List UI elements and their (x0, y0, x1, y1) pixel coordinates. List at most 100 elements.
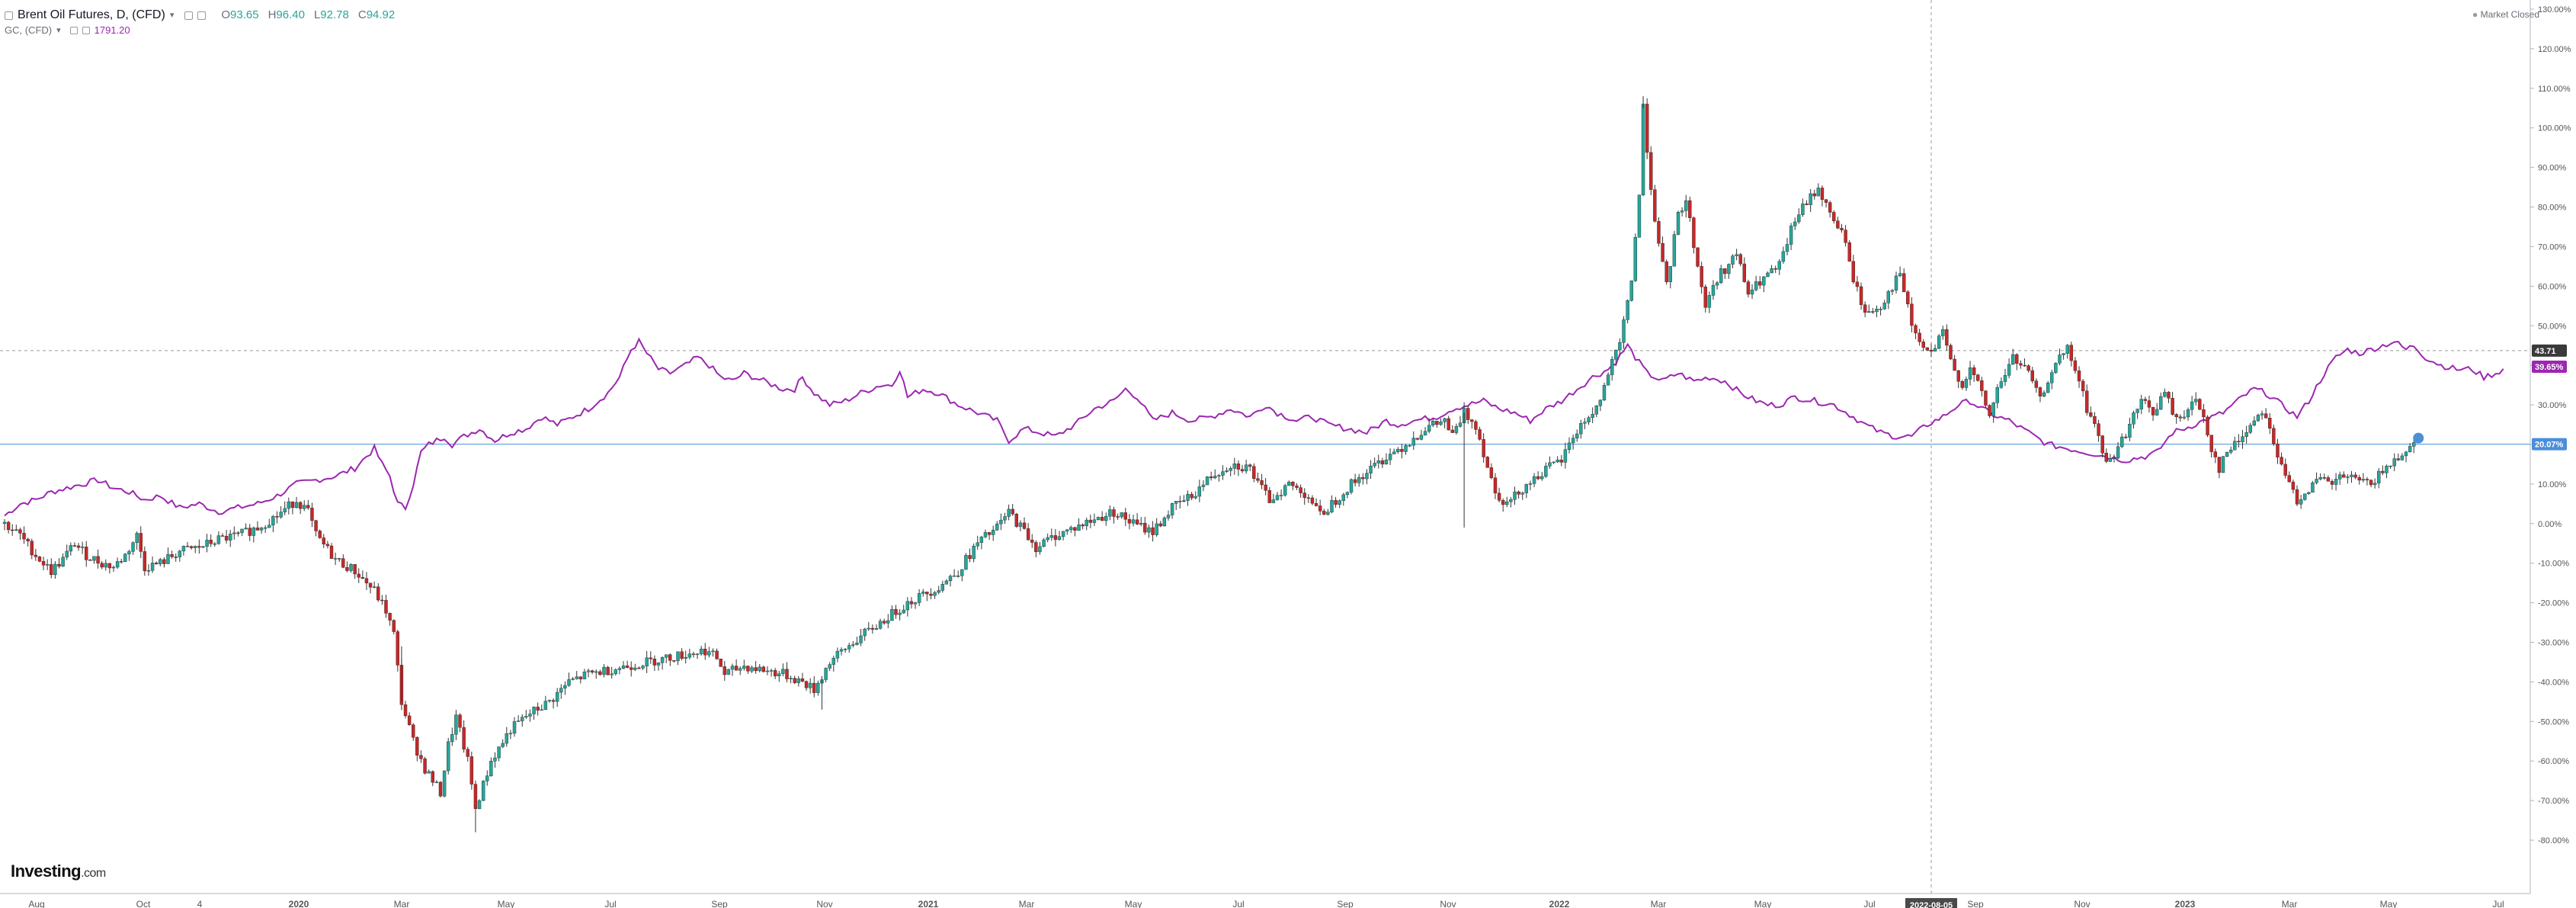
candle-down-body (1820, 188, 1825, 201)
candle-down-body (672, 660, 676, 662)
candle (652, 655, 657, 672)
investing-logo: Investing.com (11, 861, 106, 881)
remove-square-icon[interactable] (82, 27, 90, 34)
candle (1886, 290, 1890, 310)
candle-down-body (1493, 477, 1498, 494)
candle (1668, 265, 1672, 289)
candle (1053, 528, 1058, 547)
chevron-down-icon[interactable]: ▾ (56, 26, 61, 35)
compare-symbol[interactable]: GC, (CFD) (5, 24, 53, 36)
crosshair-value-tag-box (2532, 344, 2567, 357)
candle-down-body (882, 621, 886, 624)
candle (178, 550, 182, 562)
candle (2248, 422, 2252, 435)
candle-down-body (76, 545, 81, 548)
candle-up-body (1392, 451, 1396, 454)
collapse-legend-icon[interactable] (5, 11, 13, 20)
candle-up-body (1049, 535, 1053, 538)
candle (625, 660, 630, 669)
candle (2085, 384, 2089, 416)
candle (205, 534, 209, 553)
candle (127, 549, 131, 561)
candle (567, 672, 571, 687)
candle (940, 580, 944, 593)
settings-square-icon[interactable] (184, 11, 194, 20)
candle (905, 597, 910, 617)
candle (2299, 495, 2303, 509)
candle-down-body (185, 546, 190, 547)
candle-down-body (236, 532, 240, 534)
candle (1816, 183, 1821, 197)
settings-square-icon[interactable] (69, 27, 78, 34)
candle (1073, 527, 1077, 537)
candle (886, 614, 890, 629)
candle (1003, 512, 1007, 525)
candle-down-body (41, 561, 46, 566)
candle (1408, 444, 1411, 448)
candle (812, 675, 816, 698)
candle-down-body (1022, 522, 1027, 529)
candle (835, 647, 840, 663)
candle-down-body (894, 608, 898, 615)
candle-up-body (1552, 461, 1556, 464)
candle-up-body (1610, 359, 1614, 375)
x-axis[interactable]: Aug Oct 4 2020 Mar May Jul Sep Nov 2021 Mar May Jul S… (0, 893, 2530, 908)
candle (937, 586, 940, 595)
candle (1762, 276, 1766, 293)
candle-down-body (107, 563, 112, 569)
candle-down-body (96, 556, 100, 564)
candle (154, 561, 159, 565)
candle-up-body (582, 672, 587, 679)
candle (1197, 480, 1202, 502)
y-axis[interactable]: 130.00% 120.00% 110.00% 100.00% 90.00% 80.00%… (2530, 0, 2571, 894)
candle (800, 672, 805, 682)
candle (863, 627, 867, 641)
candle-up-body (2233, 441, 2237, 451)
candle-up-body (781, 669, 785, 674)
candle (76, 543, 81, 551)
candle (100, 560, 104, 570)
candle-up-body (1618, 342, 1622, 351)
candle (824, 667, 828, 683)
candle (715, 648, 719, 660)
candle (991, 525, 995, 541)
chevron-down-icon[interactable]: ▾ (169, 11, 175, 20)
candle-down-body (870, 627, 875, 630)
candle-down-body (1742, 263, 1747, 282)
candle-down-body (1435, 421, 1439, 425)
candle (11, 524, 14, 536)
candle-up-body (216, 535, 221, 544)
candle-down-body (1758, 281, 1762, 286)
remove-square-icon[interactable] (197, 11, 207, 20)
candle-up-body (1875, 309, 1879, 313)
candle (2237, 434, 2241, 448)
candle-up-body (2221, 456, 2225, 473)
candle (1275, 492, 1280, 501)
candle-up-body (567, 679, 571, 686)
candle-down-body (800, 678, 805, 682)
symbol-title[interactable]: Brent Oil Futures, D, (CFD) (18, 8, 165, 21)
candle (2318, 473, 2322, 481)
candle-down-body (120, 561, 123, 563)
candle (1918, 329, 1921, 346)
candle (2093, 412, 2097, 428)
candle (676, 651, 680, 666)
candle-down-body (1248, 464, 1252, 467)
candle (345, 561, 349, 573)
candle (294, 496, 299, 509)
candle-down-body (1291, 481, 1295, 486)
candle-up-body (1707, 295, 1712, 308)
candle (528, 709, 532, 722)
candle-down-body (1855, 281, 1860, 287)
candle (1626, 299, 1629, 324)
current-value-tag-box (2532, 438, 2567, 451)
candle-up-body (283, 508, 287, 512)
candle-down-body (2100, 435, 2104, 454)
candle (2124, 434, 2128, 439)
candle (1711, 280, 1716, 300)
last-price-marker-icon[interactable] (2413, 432, 2424, 444)
candle (1661, 236, 1664, 262)
candle (80, 541, 85, 554)
candle (2307, 492, 2311, 495)
